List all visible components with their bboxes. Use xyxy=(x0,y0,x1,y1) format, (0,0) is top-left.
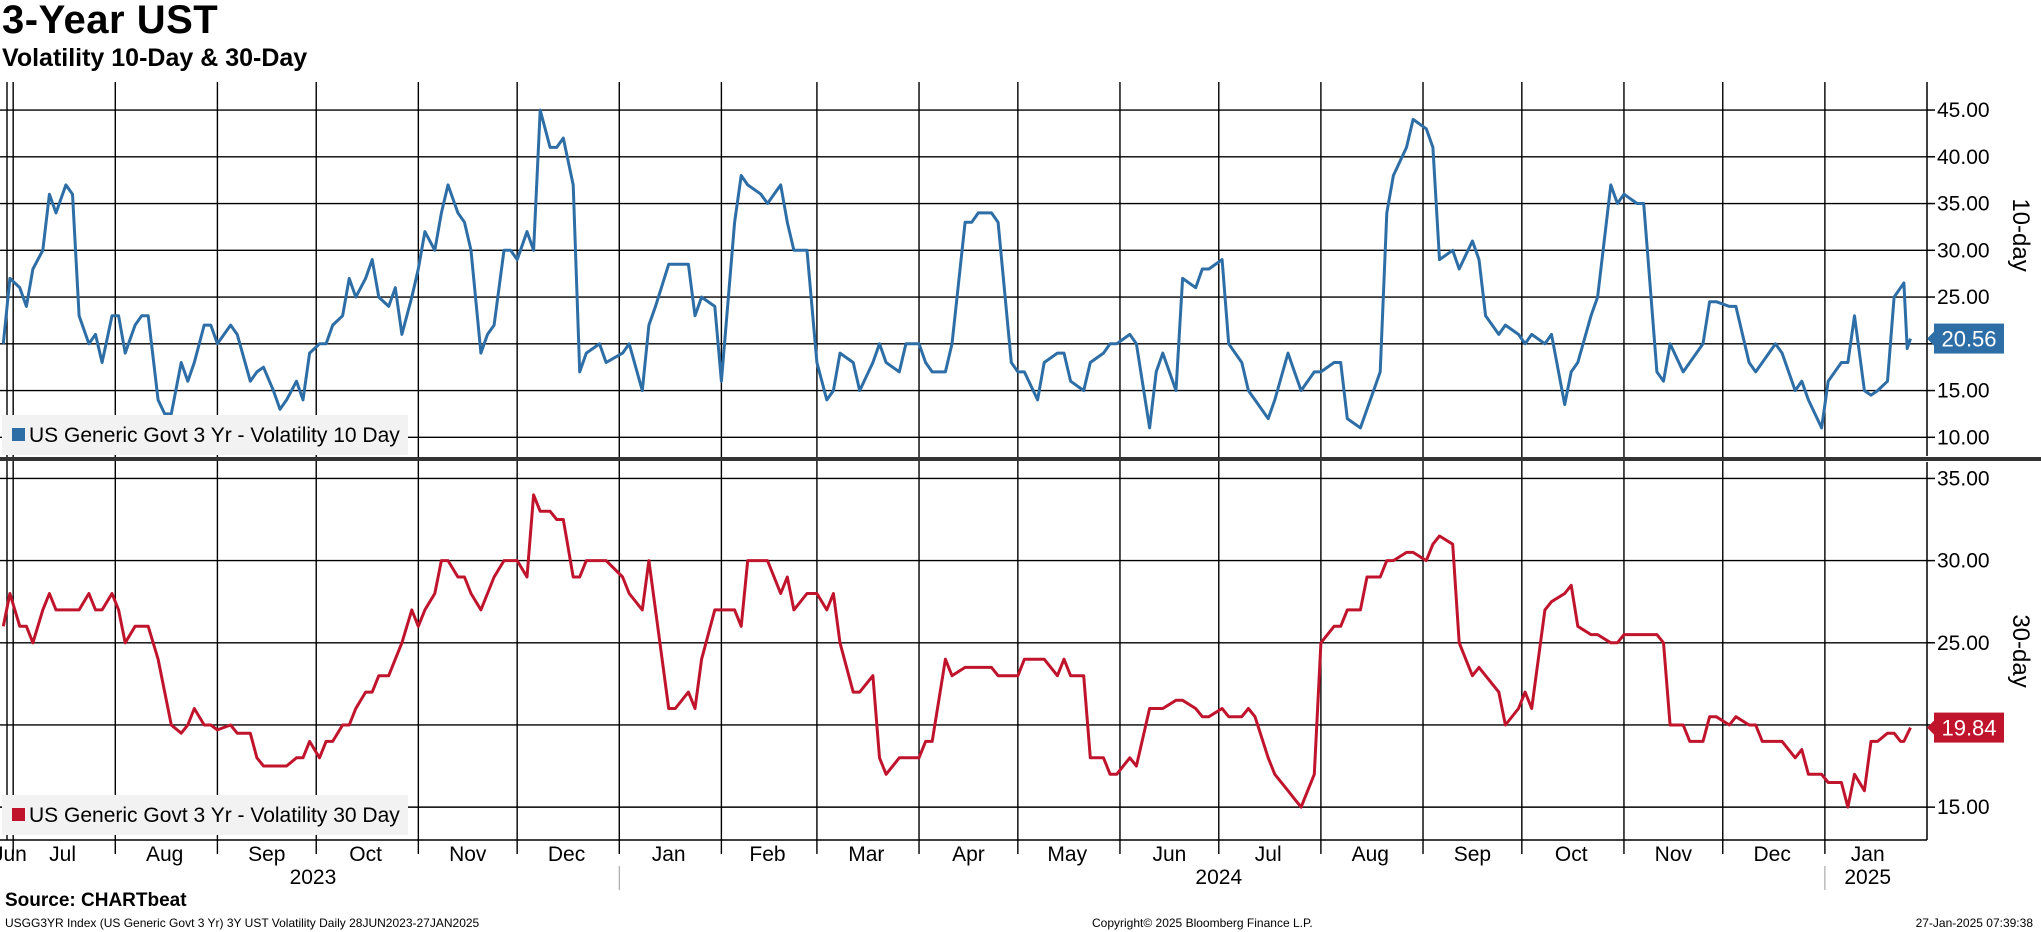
x-year-label: 2023 xyxy=(290,866,337,889)
footer-timestamp: 27-Jan-2025 07:39:38 xyxy=(1915,916,2033,930)
top-y-tick-label: 45.00 xyxy=(1937,99,1990,122)
axis-title-10-day: 10-day xyxy=(2007,198,2034,271)
x-month-label: Oct xyxy=(349,843,382,866)
x-month-label: Jul xyxy=(1255,843,1282,866)
month-gridlines xyxy=(6,82,1826,854)
top-y-tick-label: 30.00 xyxy=(1937,239,1990,262)
source-note: Source: CHARTbeat xyxy=(5,890,187,911)
series-10-day-line xyxy=(1,108,1912,430)
top-panel-grid xyxy=(0,109,1935,439)
x-month-label: Dec xyxy=(1754,843,1791,866)
x-month-label: Dec xyxy=(548,843,585,866)
x-axis-month-labels: Jun Jul Aug Sep Oct Nov Dec Jan Feb Mar Apr May Jun J… xyxy=(0,843,1885,866)
x-month-label: Aug xyxy=(146,843,183,866)
legend-swatch-30-day xyxy=(12,808,25,821)
chart-subtitle: Volatility 10-Day & 30-Day xyxy=(2,44,308,72)
x-axis-year-dividers xyxy=(618,866,1826,890)
last-value-30-day: 19.84 xyxy=(1941,716,1996,741)
x-axis-year-labels: 2023 2024 2025 xyxy=(290,866,1891,889)
x-month-label: Mar xyxy=(848,843,884,866)
footer-copyright: Copyright© 2025 Bloomberg Finance L.P. xyxy=(1092,916,1313,930)
legend-label-10-day: US Generic Govt 3 Yr - Volatility 10 Day xyxy=(29,424,400,447)
x-month-label: Apr xyxy=(952,843,985,866)
legend-30-day: US Generic Govt 3 Yr - Volatility 30 Day xyxy=(2,795,408,835)
bottom-y-tick-label: 15.00 xyxy=(1937,796,1990,819)
series-30-day-line xyxy=(1,493,1912,809)
x-month-label: May xyxy=(1047,843,1087,866)
x-month-label: Feb xyxy=(749,843,785,866)
legend-10-day: US Generic Govt 3 Yr - Volatility 10 Day xyxy=(2,415,408,455)
bottom-panel-grid xyxy=(0,477,1935,808)
last-value-badge-30-day: 19.84 xyxy=(1927,712,2004,743)
x-month-label: Oct xyxy=(1555,843,1588,866)
x-month-label: Jun xyxy=(1152,843,1186,866)
last-value-badge-10-day: 20.56 xyxy=(1927,323,2004,354)
x-month-label: Jul xyxy=(49,843,76,866)
axis-title-30-day: 30-day xyxy=(2007,614,2034,687)
top-y-tick-label: 35.00 xyxy=(1937,193,1990,216)
x-year-label: 2024 xyxy=(1195,866,1242,889)
x-month-label: Sep xyxy=(1454,843,1491,866)
top-y-tick-label: 40.00 xyxy=(1937,146,1990,169)
top-y-tick-label: 25.00 xyxy=(1937,286,1990,309)
footer-description: USGG3YR Index (US Generic Govt 3 Yr) 3Y … xyxy=(5,916,480,930)
bottom-y-tick-label: 30.00 xyxy=(1937,550,1990,573)
x-year-label: 2025 xyxy=(1844,866,1891,889)
x-month-label: Sep xyxy=(248,843,285,866)
x-month-label: Jan xyxy=(1851,843,1885,866)
x-month-label: Nov xyxy=(1655,843,1693,866)
bottom-y-tick-labels: 35.00 30.00 25.00 15.00 xyxy=(1937,467,1990,819)
last-value-10-day: 20.56 xyxy=(1941,327,1996,352)
top-y-tick-label: 15.00 xyxy=(1937,380,1990,403)
top-y-tick-label: 10.00 xyxy=(1937,426,1990,449)
legend-swatch-10-day xyxy=(12,428,25,441)
bottom-y-tick-label: 25.00 xyxy=(1937,632,1990,655)
chart-title: 3-Year UST xyxy=(2,0,219,42)
x-month-label: Aug xyxy=(1352,843,1389,866)
x-month-label: Jan xyxy=(652,843,686,866)
bottom-y-tick-label: 35.00 xyxy=(1937,467,1990,490)
legend-label-30-day: US Generic Govt 3 Yr - Volatility 30 Day xyxy=(29,804,400,827)
x-month-label: Nov xyxy=(449,843,487,866)
x-month-label: Jun xyxy=(0,843,27,866)
